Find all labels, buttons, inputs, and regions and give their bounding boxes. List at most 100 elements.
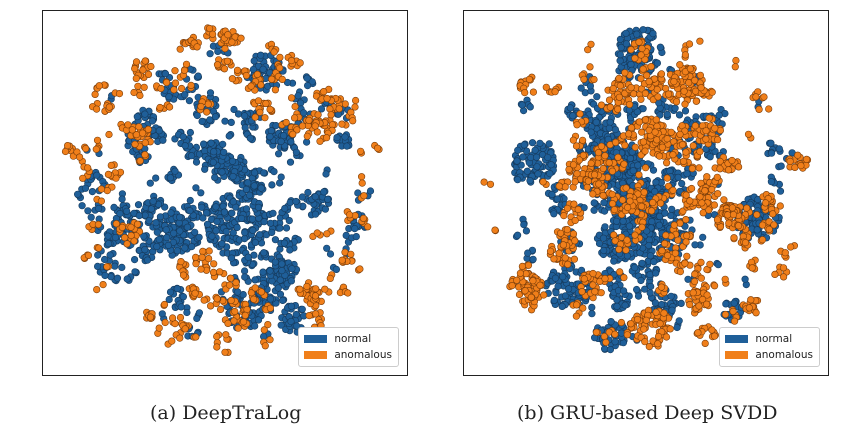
point-anomalous (291, 102, 299, 111)
point-normal (647, 282, 655, 291)
point-anomalous (708, 185, 716, 194)
point-anomalous (708, 88, 716, 96)
point-anomalous (130, 88, 138, 97)
point-anomalous (192, 333, 200, 341)
point-normal (656, 43, 664, 51)
point-anomalous (561, 183, 569, 191)
point-normal (354, 189, 362, 197)
point-normal (552, 289, 560, 297)
point-anomalous (589, 281, 597, 289)
point-normal (767, 139, 775, 147)
point-normal (663, 110, 671, 118)
point-anomalous (135, 123, 143, 131)
point-normal (324, 195, 332, 203)
legend: normal anomalous (719, 327, 820, 367)
point-normal (352, 233, 360, 241)
point-anomalous (312, 285, 320, 293)
point-normal (246, 134, 254, 142)
point-normal (241, 235, 249, 243)
point-normal (514, 146, 522, 154)
point-anomalous (642, 316, 650, 324)
point-anomalous (176, 45, 184, 53)
point-normal (633, 30, 641, 38)
point-anomalous (132, 58, 141, 66)
point-normal (544, 153, 552, 162)
point-normal (254, 203, 263, 211)
point-normal (266, 132, 274, 141)
point-normal (343, 142, 351, 150)
point-anomalous (638, 128, 646, 136)
point-anomalous (578, 288, 586, 296)
point-normal (135, 212, 143, 220)
point-anomalous (691, 270, 699, 278)
point-anomalous (146, 313, 155, 321)
point-normal (606, 346, 614, 354)
point-normal (254, 316, 263, 324)
point-anomalous (560, 212, 568, 220)
point-anomalous (187, 81, 195, 89)
point-anomalous (701, 339, 709, 348)
point-normal (599, 234, 608, 242)
point-normal (170, 229, 178, 237)
point-anomalous (138, 129, 147, 137)
point-anomalous (776, 202, 784, 210)
point-anomalous (556, 229, 565, 237)
point-normal (140, 232, 148, 240)
point-anomalous (670, 221, 678, 229)
point-normal (619, 217, 627, 225)
point-anomalous (242, 71, 250, 80)
point-anomalous (744, 130, 753, 138)
point-anomalous (731, 317, 739, 325)
point-anomalous (702, 135, 710, 143)
point-anomalous (686, 65, 694, 73)
point-anomalous (200, 296, 208, 304)
point-normal (522, 227, 531, 235)
point-normal (192, 184, 200, 192)
point-anomalous (128, 126, 136, 134)
point-anomalous (565, 165, 573, 174)
point-normal (87, 213, 95, 221)
point-anomalous (112, 220, 120, 228)
point-anomalous (681, 100, 689, 108)
point-normal (241, 273, 249, 281)
point-anomalous (107, 161, 115, 169)
point-anomalous (155, 324, 163, 332)
point-anomalous (303, 132, 311, 140)
point-normal (100, 255, 109, 264)
point-normal (94, 204, 103, 213)
point-normal (250, 182, 258, 190)
point-anomalous (573, 170, 581, 178)
point-anomalous (193, 43, 201, 51)
point-normal (294, 92, 302, 100)
point-anomalous (645, 126, 653, 134)
point-anomalous (237, 34, 245, 42)
point-normal (667, 292, 675, 300)
point-anomalous (486, 180, 495, 188)
point-anomalous (640, 188, 648, 196)
point-anomalous (559, 241, 567, 249)
point-anomalous (616, 82, 624, 90)
point-normal (652, 178, 660, 186)
point-normal (271, 236, 279, 244)
point-normal (166, 174, 174, 182)
point-anomalous (124, 121, 132, 129)
point-normal (332, 265, 341, 273)
point-normal (333, 133, 341, 142)
point-anomalous (686, 197, 694, 205)
point-normal (277, 173, 285, 181)
point-anomalous (716, 165, 724, 173)
point-anomalous (323, 230, 331, 238)
point-normal (176, 213, 184, 221)
point-normal (613, 296, 621, 304)
point-anomalous (178, 84, 186, 93)
point-normal (256, 231, 264, 239)
point-anomalous (303, 282, 311, 291)
point-normal (229, 198, 237, 206)
point-anomalous (289, 130, 297, 138)
point-anomalous (540, 291, 548, 299)
point-anomalous (741, 239, 750, 247)
point-normal (219, 140, 227, 148)
point-anomalous (571, 216, 579, 225)
point-anomalous (755, 105, 763, 113)
point-anomalous (213, 332, 221, 341)
